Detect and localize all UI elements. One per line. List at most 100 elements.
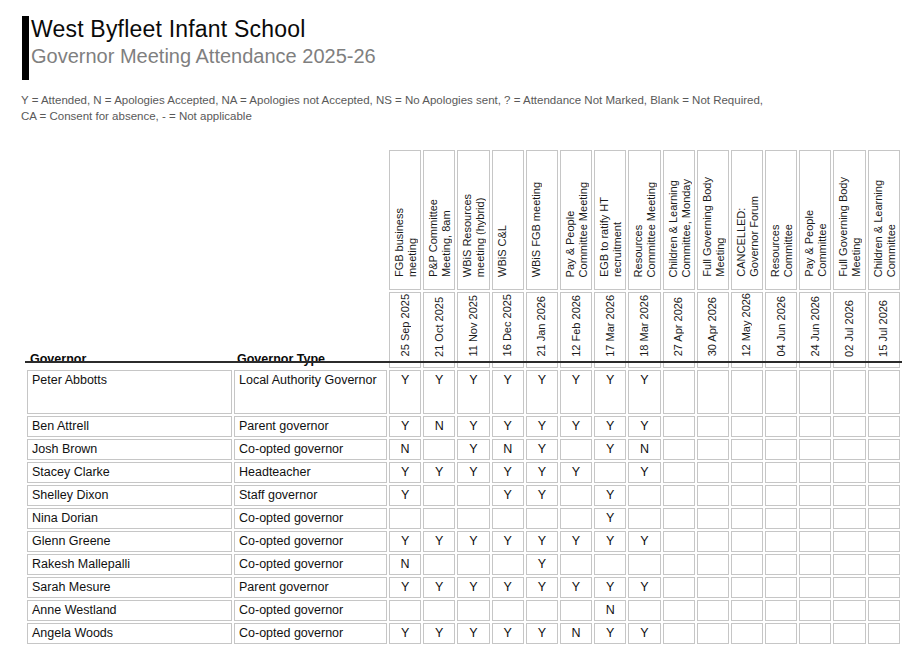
table-row: Nina DorianCo-opted governorY xyxy=(27,508,900,529)
attendance-cell xyxy=(697,462,729,483)
attendance-cell xyxy=(765,531,797,552)
page: West Byfleet Infant School Governor Meet… xyxy=(0,0,902,646)
table-row: Anne WestlandCo-opted governorN xyxy=(27,600,900,621)
attendance-cell xyxy=(560,600,592,621)
legend: Y = Attended, N = Apologies Accepted, NA… xyxy=(21,92,763,124)
attendance-cell xyxy=(423,508,455,529)
meeting-name-label: Pay & People Committee xyxy=(803,210,829,277)
attendance-cell xyxy=(560,554,592,575)
attendance-cell xyxy=(697,508,729,529)
governor-name-cell: Sarah Mesure xyxy=(27,577,232,598)
meeting-header-cell: Pay & People Committee xyxy=(799,150,831,290)
meeting-date-cell: 27 Apr 2026 xyxy=(663,292,695,368)
attendance-cell: Y xyxy=(594,531,626,552)
meeting-name-label: WBiS Resources meeting (hybrid) xyxy=(461,194,487,277)
meeting-name-label: WBiS C&L xyxy=(496,225,509,277)
attendance-cell xyxy=(833,485,865,506)
meeting-date-cell: 18 Mar 2026 xyxy=(628,292,660,368)
spacer-cell xyxy=(27,150,232,290)
governor-name-cell: Rakesh Mallepalli xyxy=(27,554,232,575)
attendance-cell xyxy=(833,508,865,529)
attendance-cell xyxy=(833,439,865,460)
attendance-cell: Y xyxy=(594,623,626,644)
governor-type-cell: Parent governor xyxy=(234,577,387,598)
attendance-cell: Y xyxy=(423,531,455,552)
attendance-cell xyxy=(833,531,865,552)
spacer-cell xyxy=(234,150,387,290)
meeting-name-label: Children & Learning Committee xyxy=(872,180,898,277)
meeting-date-cell: 15 Jul 2026 xyxy=(868,292,900,368)
meeting-name-label: P&P Committee Meeting, 8am xyxy=(427,199,453,277)
meeting-header-cell: CANCELLED: Governor Forum xyxy=(731,150,763,290)
attendance-cell xyxy=(868,462,900,483)
attendance-cell xyxy=(731,531,763,552)
meeting-date-label: 21 Oct 2025 xyxy=(433,297,446,357)
meeting-name-label: CANCELLED: Governor Forum xyxy=(735,196,761,277)
attendance-cell xyxy=(799,508,831,529)
table-row: Stacey ClarkeHeadteacherYYYYYYY xyxy=(27,462,900,483)
attendance-cell xyxy=(799,439,831,460)
attendance-cell: N xyxy=(389,439,421,460)
attendance-cell xyxy=(663,508,695,529)
attendance-cell xyxy=(697,416,729,437)
attendance-cell xyxy=(731,554,763,575)
meeting-header-cell: Full Governing Body Meeting xyxy=(697,150,729,290)
meeting-date-label: 04 Jun 2026 xyxy=(775,296,788,357)
meeting-date-cell: 04 Jun 2026 xyxy=(765,292,797,368)
attendance-cell: Y xyxy=(628,462,660,483)
attendance-cell xyxy=(765,623,797,644)
attendance-cell: Y xyxy=(526,531,558,552)
attendance-cell xyxy=(457,554,489,575)
attendance-cell xyxy=(799,370,831,414)
attendance-cell xyxy=(423,439,455,460)
attendance-cell xyxy=(731,370,763,414)
attendance-cell: Y xyxy=(457,439,489,460)
attendance-cell: Y xyxy=(389,462,421,483)
governor-type-cell: Co-opted governor xyxy=(234,623,387,644)
attendance-cell: Y xyxy=(492,623,524,644)
attendance-cell xyxy=(765,508,797,529)
governor-type-cell: Co-opted governor xyxy=(234,600,387,621)
meeting-date-cell: 30 Apr 2026 xyxy=(697,292,729,368)
attendance-cell xyxy=(594,554,626,575)
meeting-header-cell: Children & Learning Committee xyxy=(868,150,900,290)
attendance-cell xyxy=(423,554,455,575)
attendance-cell xyxy=(868,485,900,506)
governor-name-cell: Shelley Dixon xyxy=(27,485,232,506)
meeting-header-cell: WBiS Resources meeting (hybrid) xyxy=(457,150,489,290)
governor-type-cell: Co-opted governor xyxy=(234,439,387,460)
attendance-cell xyxy=(765,577,797,598)
attendance-cell xyxy=(731,485,763,506)
meeting-name-label: Pay & People Committee Meeting xyxy=(564,182,590,277)
attendance-cell xyxy=(765,485,797,506)
meeting-date-label: 24 Jun 2026 xyxy=(809,296,822,357)
attendance-cell: Y xyxy=(457,531,489,552)
attendance-cell: Y xyxy=(457,623,489,644)
attendance-cell: Y xyxy=(628,531,660,552)
governor-type-cell: Parent governor xyxy=(234,416,387,437)
attendance-cell xyxy=(799,623,831,644)
table-row: Sarah MesureParent governorYYYYYYYY xyxy=(27,577,900,598)
meeting-date-cell: 12 Feb 2026 xyxy=(560,292,592,368)
meeting-date-label: 16 Dec 2025 xyxy=(501,294,514,356)
attendance-cell: Y xyxy=(526,623,558,644)
governor-name-cell: Ben Attrell xyxy=(27,416,232,437)
attendance-cell xyxy=(833,370,865,414)
attendance-cell xyxy=(663,623,695,644)
page-subtitle: Governor Meeting Attendance 2025-26 xyxy=(31,45,376,68)
table-row: Glenn GreeneCo-opted governorYYYYYYYY xyxy=(27,531,900,552)
table-body: Peter AbbottsLocal Authority GovernorYYY… xyxy=(27,370,900,644)
attendance-cell: Y xyxy=(526,485,558,506)
attendance-cell: Y xyxy=(526,462,558,483)
meeting-date-cell: 17 Mar 2026 xyxy=(594,292,626,368)
attendance-cell xyxy=(765,439,797,460)
attendance-cell xyxy=(799,416,831,437)
meeting-header-cell: Resources Committee Meeting xyxy=(628,150,660,290)
meeting-name-label: EGB to ratify HT recruitment xyxy=(598,197,624,277)
attendance-cell: Y xyxy=(389,485,421,506)
attendance-cell xyxy=(799,462,831,483)
attendance-cell xyxy=(457,508,489,529)
attendance-cell: Y xyxy=(457,416,489,437)
attendance-cell: Y xyxy=(594,577,626,598)
attendance-cell xyxy=(765,462,797,483)
